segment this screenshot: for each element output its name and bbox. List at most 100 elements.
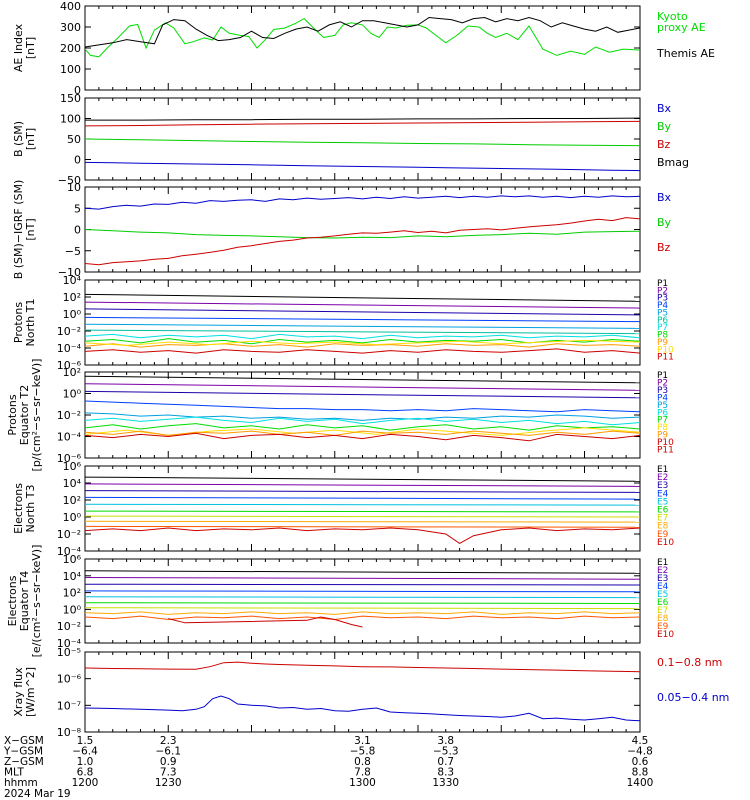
legend-p7: P7 xyxy=(657,416,668,426)
axis-row-value: −6.1 xyxy=(156,746,182,758)
series-line-p2 xyxy=(85,383,640,391)
series-line-p11 xyxy=(85,348,640,354)
y-tick-label: 50 xyxy=(67,133,81,146)
series-group xyxy=(85,16,640,58)
legend-p11: P11 xyxy=(657,446,674,456)
axis-row-value: 2.3 xyxy=(160,735,177,747)
axis-row-label: Z−GSM xyxy=(4,756,44,768)
series-line-e4 xyxy=(85,590,640,593)
axis-row-value: −5.8 xyxy=(350,746,376,758)
series-line-p1 xyxy=(85,375,640,384)
legend-themis-ae: Themis AE xyxy=(656,47,715,60)
legend-bz: Bz xyxy=(657,138,671,151)
panel-1: 0 100 200 300 400 AE Index[nT] Kyoto proxy AE Th… xyxy=(12,0,715,97)
legend-p10: P10 xyxy=(657,438,674,448)
series-line-e7 xyxy=(85,515,640,518)
series-group xyxy=(85,375,640,442)
series-line-p9 xyxy=(85,430,640,436)
y-tick-label: 10² xyxy=(63,291,81,304)
legend-0-05-0-4-nm: 0.05−0.4 nm xyxy=(657,691,729,704)
axis-row-value: 1.0 xyxy=(77,756,94,768)
series-line-e6 xyxy=(85,510,640,513)
legend-e1: E1 xyxy=(657,558,668,568)
y-tick-label: 10⁰ xyxy=(63,308,82,321)
y-axis-label: AE Index[nT] xyxy=(12,23,37,72)
panel-frame xyxy=(84,651,641,733)
series-line-e3 xyxy=(85,583,640,586)
series-line-bz xyxy=(85,120,640,127)
y-tick-label: 10⁻² xyxy=(57,620,81,633)
y-tick-label: 10⁻⁵ xyxy=(57,646,81,659)
legend-p5: P5 xyxy=(657,308,668,318)
y-tick-label: 10⁰ xyxy=(63,388,82,401)
panel-frame xyxy=(84,5,641,91)
y-axis-label: Xray flux[W/m^2] xyxy=(12,667,37,717)
y-tick-label: 10⁻⁶ xyxy=(57,359,82,372)
legend-e2: E2 xyxy=(657,566,668,576)
series-line-e8 xyxy=(85,611,640,615)
axis-row-label: hhmm xyxy=(4,777,38,789)
y-tick-label: 10⁻² xyxy=(57,409,81,422)
series-line-e2 xyxy=(85,483,640,487)
y-tick-label: 10⁻⁴ xyxy=(57,342,82,355)
panel-8: 10⁻⁸ 10⁻⁷ 10⁻⁶ 10⁻⁵ Xray flux[W/m^2] 0.1−0.8 … xyxy=(12,646,729,739)
legend-by: By xyxy=(657,120,672,133)
series-line-p2 xyxy=(85,301,640,309)
legend-p1: P1 xyxy=(657,371,668,381)
series-line-e1 xyxy=(85,476,640,482)
series-line-p4 xyxy=(85,400,640,413)
legend-e7: E7 xyxy=(657,606,668,616)
y-axis-label: ProtonsNorth T1 xyxy=(12,299,37,347)
axis-row-value: −4.8 xyxy=(627,746,653,758)
panel-5: 10⁻⁶ 10⁻⁴ 10⁻² 10⁰ 10² ProtonsEquator T2[p/(c… xyxy=(6,359,674,472)
y-tick-label: 10⁰ xyxy=(63,511,82,524)
axis-row-value: 1300 xyxy=(349,777,376,789)
series-group xyxy=(85,293,640,354)
legend-p3: P3 xyxy=(657,386,668,396)
y-axis-label: ElectronsEquator T4[e/(cm²−s−sr−keV)] xyxy=(6,545,43,658)
legend-p8: P8 xyxy=(657,423,668,433)
legend-p5: P5 xyxy=(657,401,668,411)
y-tick-label: 10⁻⁴ xyxy=(57,545,82,558)
y-tick-label: 10⁻⁶ xyxy=(57,452,82,465)
series-line-bx xyxy=(85,161,640,172)
series-line-p7 xyxy=(85,333,640,340)
legend-p2: P2 xyxy=(657,378,668,388)
axis-row-value: 0.8 xyxy=(354,756,371,768)
axis-row-value: 1230 xyxy=(155,777,182,789)
legend-e2: E2 xyxy=(657,473,668,483)
y-tick-label: 10⁻⁴ xyxy=(57,637,82,650)
axis-row-value: 8.8 xyxy=(632,767,649,779)
series-line-p9 xyxy=(85,343,640,348)
series-line-p3 xyxy=(85,308,640,316)
y-tick-label: −50 xyxy=(58,174,81,187)
legend-e3: E3 xyxy=(657,574,668,584)
axis-row-value: 8.3 xyxy=(437,767,454,779)
legend-p3: P3 xyxy=(657,294,668,304)
legend-e6: E6 xyxy=(657,506,669,516)
y-tick-label: 10⁴ xyxy=(63,274,82,287)
legend-e3: E3 xyxy=(657,481,668,491)
axis-row-label: X−GSM xyxy=(4,735,44,747)
y-tick-label: 10⁴ xyxy=(63,477,82,490)
y-tick-label: 10² xyxy=(63,366,81,379)
series-group xyxy=(85,661,640,722)
y-tick-label: 10⁶ xyxy=(63,553,82,566)
panel-4: 10⁻⁶ 10⁻⁴ 10⁻² 10⁰ 10² 10⁴ ProtonsNorth T1 P1P2… xyxy=(12,274,674,372)
series-line-e8 xyxy=(85,520,640,523)
legend-e8: E8 xyxy=(657,522,669,532)
legend-p11: P11 xyxy=(657,353,674,363)
series-line-e9 xyxy=(85,525,640,528)
series-group xyxy=(85,195,640,266)
axis-row-value: 6.8 xyxy=(77,767,94,779)
axis-row-value: −6.4 xyxy=(72,746,98,758)
legend-p9: P9 xyxy=(657,431,668,441)
axis-row-value: 0.6 xyxy=(632,756,649,768)
legend-e7: E7 xyxy=(657,514,668,524)
y-axis-label: ProtonsEquator T2[p/(cm²−s−sr−keV)] xyxy=(6,359,43,472)
y-tick-label: 10⁶ xyxy=(63,460,82,473)
y-axis-label: B (SM)−IGRF (SM)[nT] xyxy=(12,180,37,280)
series-line-e4 xyxy=(85,496,640,500)
date-label: 2024 Mar 19 xyxy=(4,788,71,800)
